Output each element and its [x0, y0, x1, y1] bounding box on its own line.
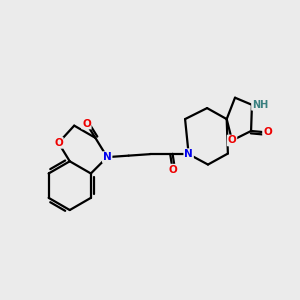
Text: O: O: [228, 136, 236, 146]
Text: O: O: [168, 165, 177, 175]
Text: O: O: [82, 118, 91, 128]
Text: O: O: [263, 128, 272, 137]
Text: N: N: [103, 152, 112, 162]
Text: NH: NH: [252, 100, 268, 110]
Text: N: N: [184, 149, 193, 159]
Text: O: O: [54, 138, 63, 148]
